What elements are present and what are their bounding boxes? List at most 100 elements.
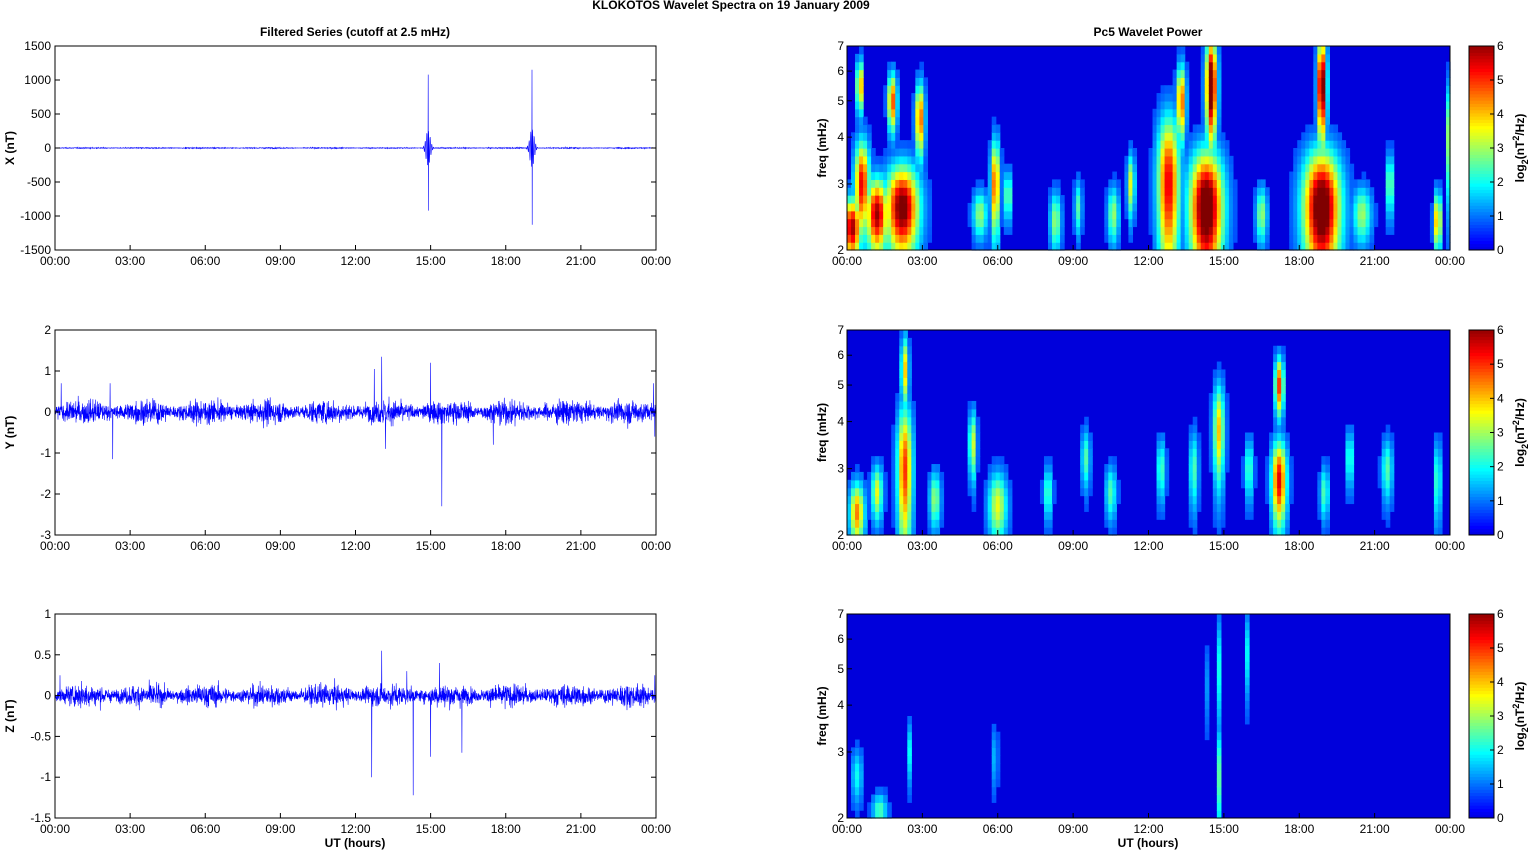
heatmap-cell xyxy=(1269,464,1274,473)
heatmap-cell xyxy=(1220,448,1226,457)
heatmap-cell xyxy=(891,187,896,196)
heatmap-cell xyxy=(1196,495,1202,505)
heatmap-cell xyxy=(1325,69,1330,78)
heatmap-cell xyxy=(1224,456,1230,465)
colorbar-tick-label: 0 xyxy=(1497,528,1504,542)
heatmap-cell xyxy=(1333,132,1339,141)
heatmap-cell xyxy=(1301,132,1306,141)
heatmap-cell xyxy=(967,424,973,434)
heatmap-cell xyxy=(1088,487,1093,497)
heatmap-cell xyxy=(907,527,912,536)
heatmap-cell xyxy=(1160,503,1166,512)
heatmap-cell xyxy=(863,202,868,212)
heatmap-cell xyxy=(1361,187,1367,196)
heatmap-cell xyxy=(1357,242,1363,251)
heatmap-cell xyxy=(1160,218,1166,228)
heatmap-cell xyxy=(1321,93,1326,102)
heatmap-cell xyxy=(1273,440,1278,449)
heatmap-cell xyxy=(1349,163,1355,173)
heatmap-cell xyxy=(1208,187,1214,196)
heatmap-cell xyxy=(1148,218,1154,228)
heatmap-cell xyxy=(1003,487,1009,497)
heatmap-cell xyxy=(1244,716,1250,725)
heatmap-cell xyxy=(879,471,884,481)
heatmap-cell xyxy=(883,786,888,796)
heatmap-cell xyxy=(1196,440,1202,449)
heatmap-cell xyxy=(1208,195,1214,204)
heatmap-cell xyxy=(1216,511,1222,520)
heatmap-cell xyxy=(991,116,997,126)
heatmap-cell xyxy=(1048,210,1053,220)
colorbar-swatch xyxy=(1469,342,1494,347)
heatmap-cell xyxy=(987,163,993,173)
heatmap-cell xyxy=(1345,202,1351,212)
heatmap-cell xyxy=(1325,116,1330,126)
heatmap-cell xyxy=(979,242,985,251)
colorbar-swatch xyxy=(1469,371,1494,376)
heatmap-cell xyxy=(1116,487,1121,497)
heatmap-cell xyxy=(851,218,856,228)
heatmap-cell xyxy=(995,456,1001,465)
heatmap-cell xyxy=(1184,234,1190,243)
heatmap-cell xyxy=(1301,210,1306,220)
heatmap-cell xyxy=(1216,653,1222,662)
colorbar-swatch xyxy=(1469,208,1494,213)
heatmap-cell xyxy=(1052,187,1057,196)
heatmap-cell xyxy=(911,448,916,457)
heatmap-cell xyxy=(1116,495,1121,505)
heatmap-cell xyxy=(991,464,997,473)
heatmap-cell xyxy=(999,495,1005,505)
heatmap-cell xyxy=(1325,234,1330,243)
heatmap-cell xyxy=(863,163,868,173)
heatmap-cell xyxy=(1353,202,1359,212)
heatmap-cell xyxy=(907,353,912,363)
heatmap-cell xyxy=(1277,448,1282,457)
heatmap-cell xyxy=(1317,218,1322,228)
heatmap-cell xyxy=(1429,226,1435,235)
heatmap-cell xyxy=(1003,503,1009,512)
heatmap-cell xyxy=(1333,163,1339,173)
colorbar-swatch xyxy=(1469,419,1494,424)
heatmap-cell xyxy=(871,527,876,536)
heatmap-cell xyxy=(919,124,924,133)
heatmap-cell xyxy=(851,511,856,520)
heatmap-cell xyxy=(911,511,916,520)
heatmap-cell xyxy=(1244,479,1250,489)
heatmap-cell xyxy=(1216,495,1222,505)
colorbar-tick-label: 0 xyxy=(1497,243,1504,257)
heatmap-cell xyxy=(907,739,912,748)
heatmap-cell xyxy=(1043,511,1049,520)
heatmap-cell xyxy=(1220,155,1226,165)
heatmap-cell xyxy=(1156,234,1162,243)
heatmap-cell xyxy=(855,163,860,173)
heatmap-cell xyxy=(871,210,876,220)
heatmap-cell xyxy=(1172,155,1178,165)
heatmap-cell xyxy=(911,179,916,188)
heatmap-cell xyxy=(1188,432,1194,441)
heatmap-cell xyxy=(927,234,933,243)
heatmap-cell xyxy=(1176,210,1182,220)
heatmap-cell xyxy=(1172,210,1178,220)
heatmap-cell xyxy=(1220,218,1226,228)
heatmap-cell xyxy=(1349,171,1355,180)
heatmap-cell xyxy=(903,432,908,441)
heatmap-cell xyxy=(1176,46,1182,55)
heatmap-cell xyxy=(1301,171,1306,180)
heatmap-cell xyxy=(1249,479,1254,489)
heatmap-cell xyxy=(1281,479,1286,489)
freq-tick-label-z: 3 xyxy=(837,745,844,759)
heatmap-cell xyxy=(1048,519,1053,528)
heatmap-cell xyxy=(859,116,864,126)
heatmap-cell xyxy=(1433,479,1439,489)
heatmap-cell xyxy=(1437,218,1443,228)
heatmap-cell xyxy=(967,464,973,473)
heatmap-cell xyxy=(863,527,868,536)
heatmap-cell xyxy=(1305,179,1310,188)
series-x-xtick-label: 18:00 xyxy=(491,254,521,268)
colorbar-label: log2(nT2/Hz) xyxy=(1511,114,1530,183)
heatmap-cell xyxy=(1249,432,1254,441)
heatmap-cell xyxy=(1437,202,1443,212)
heatmap-cell xyxy=(923,179,928,188)
heatmap-cell xyxy=(859,202,864,212)
